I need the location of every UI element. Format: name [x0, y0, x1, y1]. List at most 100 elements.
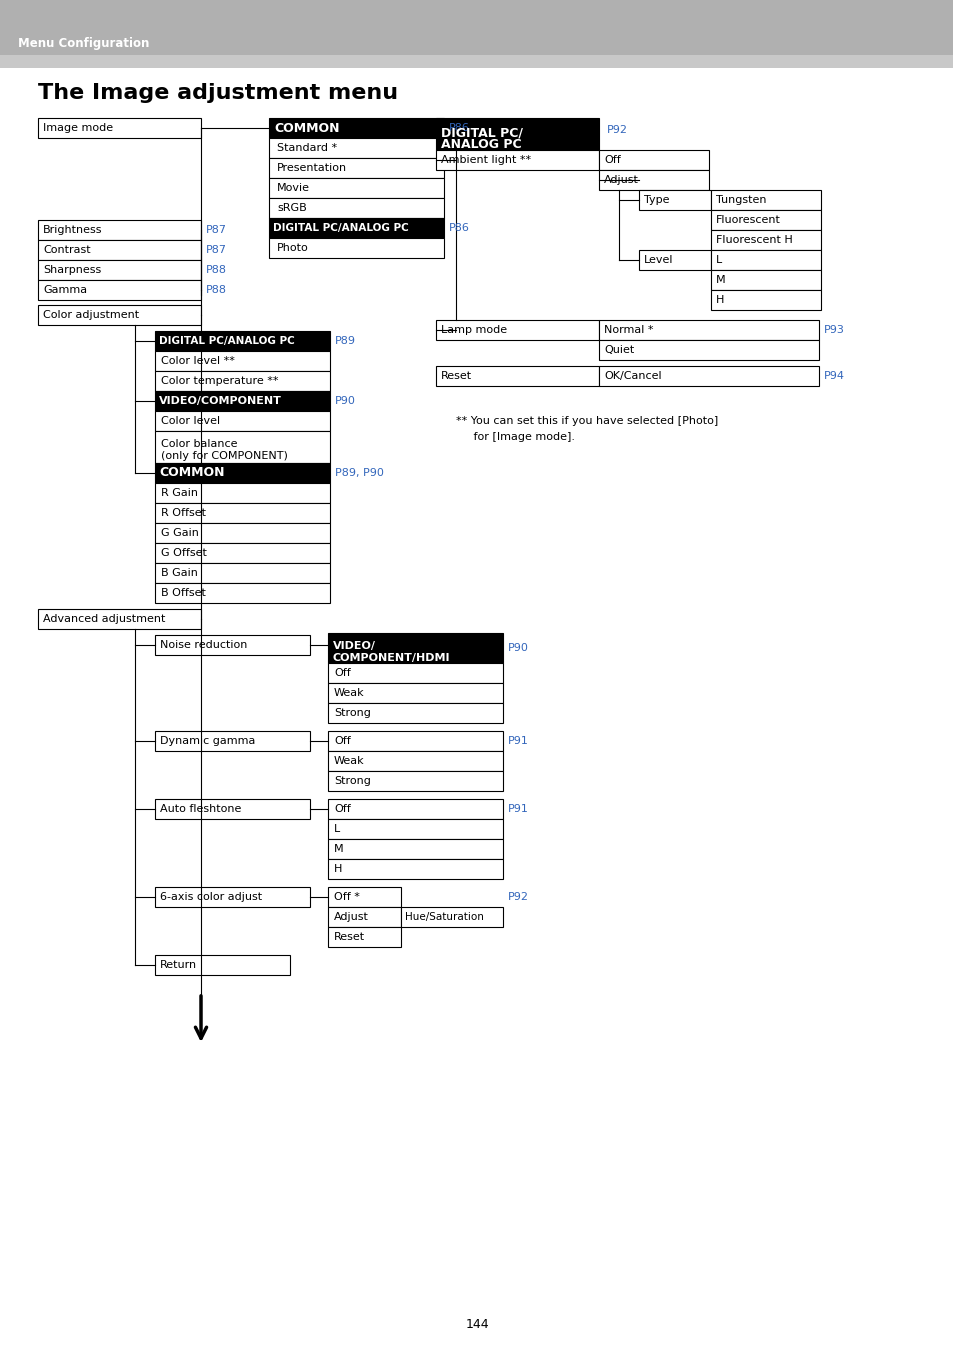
Bar — [154, 431, 330, 462]
Bar — [400, 907, 502, 927]
Bar — [328, 859, 502, 879]
Bar — [328, 662, 502, 683]
Bar — [154, 331, 330, 352]
Text: Photo: Photo — [276, 243, 309, 253]
Text: Off: Off — [334, 735, 351, 746]
Text: 144: 144 — [465, 1318, 488, 1332]
Text: Tungsten: Tungsten — [716, 195, 765, 206]
Bar — [598, 320, 818, 339]
Text: DIGITAL PC/: DIGITAL PC/ — [440, 126, 522, 139]
Text: R Gain: R Gain — [161, 488, 198, 498]
Bar — [436, 118, 598, 150]
Bar — [269, 158, 443, 178]
Text: (only for COMPONENT): (only for COMPONENT) — [161, 452, 288, 461]
Text: B Offset: B Offset — [161, 588, 206, 598]
Bar — [154, 370, 330, 391]
Bar — [38, 220, 201, 241]
Text: Off: Off — [334, 668, 351, 677]
Text: Off *: Off * — [334, 892, 359, 902]
Text: VIDEO/COMPONENT: VIDEO/COMPONENT — [159, 396, 281, 406]
Bar — [154, 799, 310, 819]
Text: Brightness: Brightness — [43, 224, 102, 235]
Text: Reset: Reset — [334, 932, 365, 942]
Bar — [154, 503, 330, 523]
Text: Hue/Saturation: Hue/Saturation — [405, 913, 483, 922]
Bar — [38, 306, 201, 324]
Bar — [38, 118, 201, 138]
Text: Off: Off — [603, 155, 620, 165]
Bar — [154, 562, 330, 583]
Bar — [154, 462, 330, 483]
Bar — [269, 238, 443, 258]
Bar — [328, 750, 502, 771]
Text: P89, P90: P89, P90 — [335, 468, 383, 479]
Text: Dynamic gamma: Dynamic gamma — [160, 735, 255, 746]
Text: P88: P88 — [206, 265, 227, 274]
Bar — [269, 197, 443, 218]
Text: Color level **: Color level ** — [161, 356, 234, 366]
Bar — [154, 583, 330, 603]
Text: Off: Off — [334, 804, 351, 814]
Text: COMPONENT/HDMI: COMPONENT/HDMI — [333, 653, 450, 662]
Bar — [38, 280, 201, 300]
Text: OK/Cancel: OK/Cancel — [603, 370, 661, 381]
Text: P94: P94 — [823, 370, 844, 381]
Bar — [598, 339, 818, 360]
Bar — [639, 250, 710, 270]
Text: 6-axis color adjust: 6-axis color adjust — [160, 892, 262, 902]
Text: Image mode: Image mode — [43, 123, 113, 132]
Text: P92: P92 — [606, 124, 627, 135]
Text: Contrast: Contrast — [43, 245, 91, 256]
Text: R Offset: R Offset — [161, 508, 206, 518]
Text: Strong: Strong — [334, 708, 371, 718]
Text: COMMON: COMMON — [159, 466, 224, 480]
Text: Fluorescent H: Fluorescent H — [716, 235, 792, 245]
Bar — [154, 483, 330, 503]
Bar — [269, 118, 443, 138]
Bar — [154, 391, 330, 411]
Bar — [598, 150, 708, 170]
Bar — [328, 840, 502, 859]
Text: P88: P88 — [206, 285, 227, 295]
Text: Return: Return — [160, 960, 197, 969]
Bar — [269, 138, 443, 158]
Bar — [328, 887, 400, 907]
Text: Noise reduction: Noise reduction — [160, 639, 247, 650]
Text: Advanced adjustment: Advanced adjustment — [43, 614, 165, 625]
Text: Color balance: Color balance — [161, 439, 237, 449]
Text: P90: P90 — [335, 396, 355, 406]
Bar — [328, 927, 400, 946]
Text: DIGITAL PC/ANALOG PC: DIGITAL PC/ANALOG PC — [159, 337, 294, 346]
Bar — [38, 241, 201, 260]
Text: ** You can set this if you have selected [Photo]: ** You can set this if you have selected… — [456, 416, 718, 426]
Text: Movie: Movie — [276, 183, 310, 193]
Text: P91: P91 — [507, 804, 528, 814]
Text: Color level: Color level — [161, 416, 220, 426]
Bar — [328, 799, 502, 819]
Text: M: M — [716, 274, 725, 285]
Text: COMMON: COMMON — [274, 122, 339, 134]
Text: M: M — [334, 844, 343, 854]
Bar — [154, 411, 330, 431]
Text: P91: P91 — [507, 735, 528, 746]
Bar — [639, 191, 710, 210]
Text: Weak: Weak — [334, 756, 364, 767]
Text: P90: P90 — [507, 644, 528, 653]
Text: P86: P86 — [449, 123, 470, 132]
Text: Ambient light **: Ambient light ** — [440, 155, 531, 165]
Text: for [Image mode].: for [Image mode]. — [456, 433, 575, 442]
Bar — [154, 544, 330, 562]
Text: Normal *: Normal * — [603, 324, 653, 335]
Text: P89: P89 — [335, 337, 355, 346]
Bar — [328, 633, 502, 662]
Bar — [598, 170, 708, 191]
Text: Level: Level — [643, 256, 673, 265]
Text: The Image adjustment menu: The Image adjustment menu — [38, 82, 397, 103]
Text: Color adjustment: Color adjustment — [43, 310, 139, 320]
Bar — [710, 270, 821, 289]
Bar — [154, 955, 290, 975]
Bar — [710, 230, 821, 250]
Bar — [269, 178, 443, 197]
Bar — [710, 250, 821, 270]
Bar — [38, 260, 201, 280]
